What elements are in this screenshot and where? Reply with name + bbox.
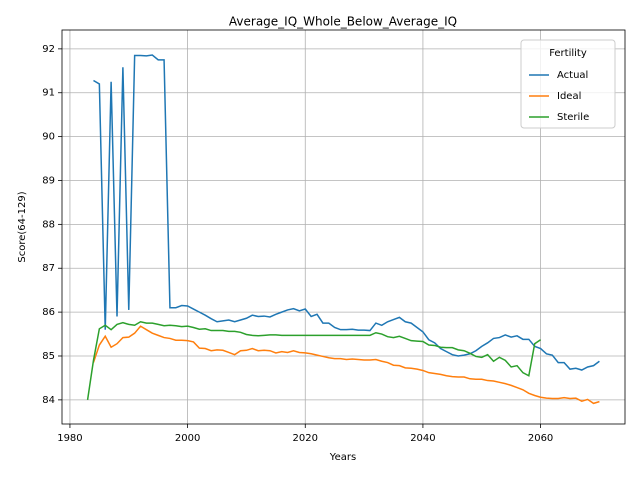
y-tick-label: 85 xyxy=(42,351,55,362)
data-line xyxy=(93,54,600,371)
data-line xyxy=(92,325,600,405)
x-tick-label: 1980 xyxy=(57,433,82,444)
y-tick-label: 91 xyxy=(42,88,55,99)
data-line xyxy=(86,320,541,400)
legend-label: Ideal xyxy=(557,91,581,102)
legend-box xyxy=(520,39,616,129)
chart-title: Average_IQ_Whole_Below_Average_IQ xyxy=(229,15,457,29)
x-tick-label: 2020 xyxy=(293,433,318,444)
x-axis-label: Years xyxy=(329,452,356,463)
y-tick-label: 89 xyxy=(42,175,55,186)
y-tick-label: 92 xyxy=(42,44,55,55)
y-tick-label: 88 xyxy=(42,219,55,230)
x-tick-label: 2000 xyxy=(175,433,200,444)
y-axis-label: Score(64-129) xyxy=(17,191,28,262)
y-tick-label: 86 xyxy=(42,307,55,318)
legend-label: Actual xyxy=(557,70,588,81)
x-tick-label: 2040 xyxy=(410,433,435,444)
plot-frame xyxy=(61,29,626,425)
legend-title: Fertility xyxy=(549,48,587,59)
legend-label: Sterile xyxy=(557,112,589,123)
y-tick-label: 90 xyxy=(42,132,55,143)
y-tick-label: 84 xyxy=(42,395,55,406)
x-tick-label: 2060 xyxy=(528,433,553,444)
y-tick-label: 87 xyxy=(42,263,55,274)
